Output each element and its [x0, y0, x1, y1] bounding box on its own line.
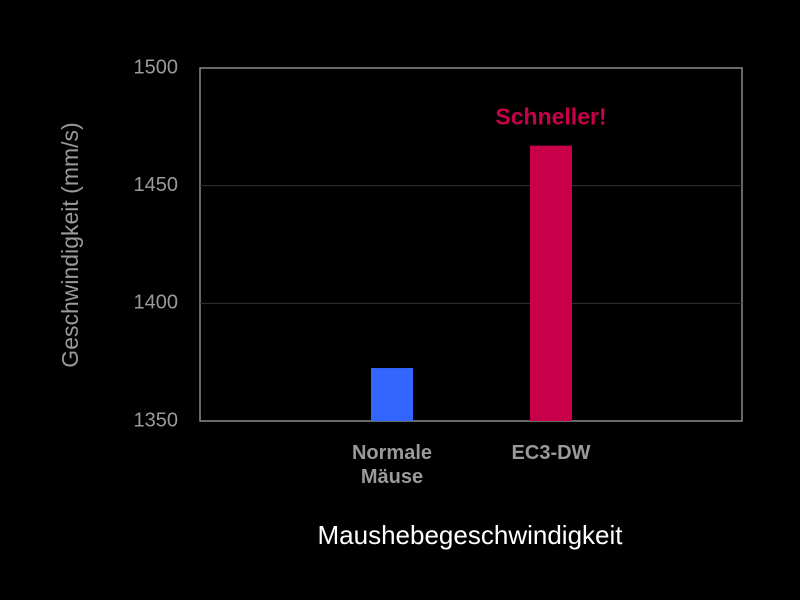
y-tick-label: 1450 [134, 174, 179, 196]
y-tick-label: 1400 [134, 292, 179, 314]
x-tick-label: EC3-DW [511, 442, 591, 464]
bar [371, 368, 413, 421]
annotation: Schneller! [495, 104, 606, 130]
bar [530, 145, 572, 421]
y-axis-label: Geschwindigkeit (mm/s) [57, 122, 83, 367]
x-tick-label: Normale Mäuse [351, 442, 433, 488]
x-axis-label: Maushebegeschwindigkeit [318, 520, 624, 550]
y-tick-label: 1500 [134, 56, 179, 78]
plot-frame [199, 67, 743, 422]
y-tick-label: 1350 [134, 409, 179, 431]
